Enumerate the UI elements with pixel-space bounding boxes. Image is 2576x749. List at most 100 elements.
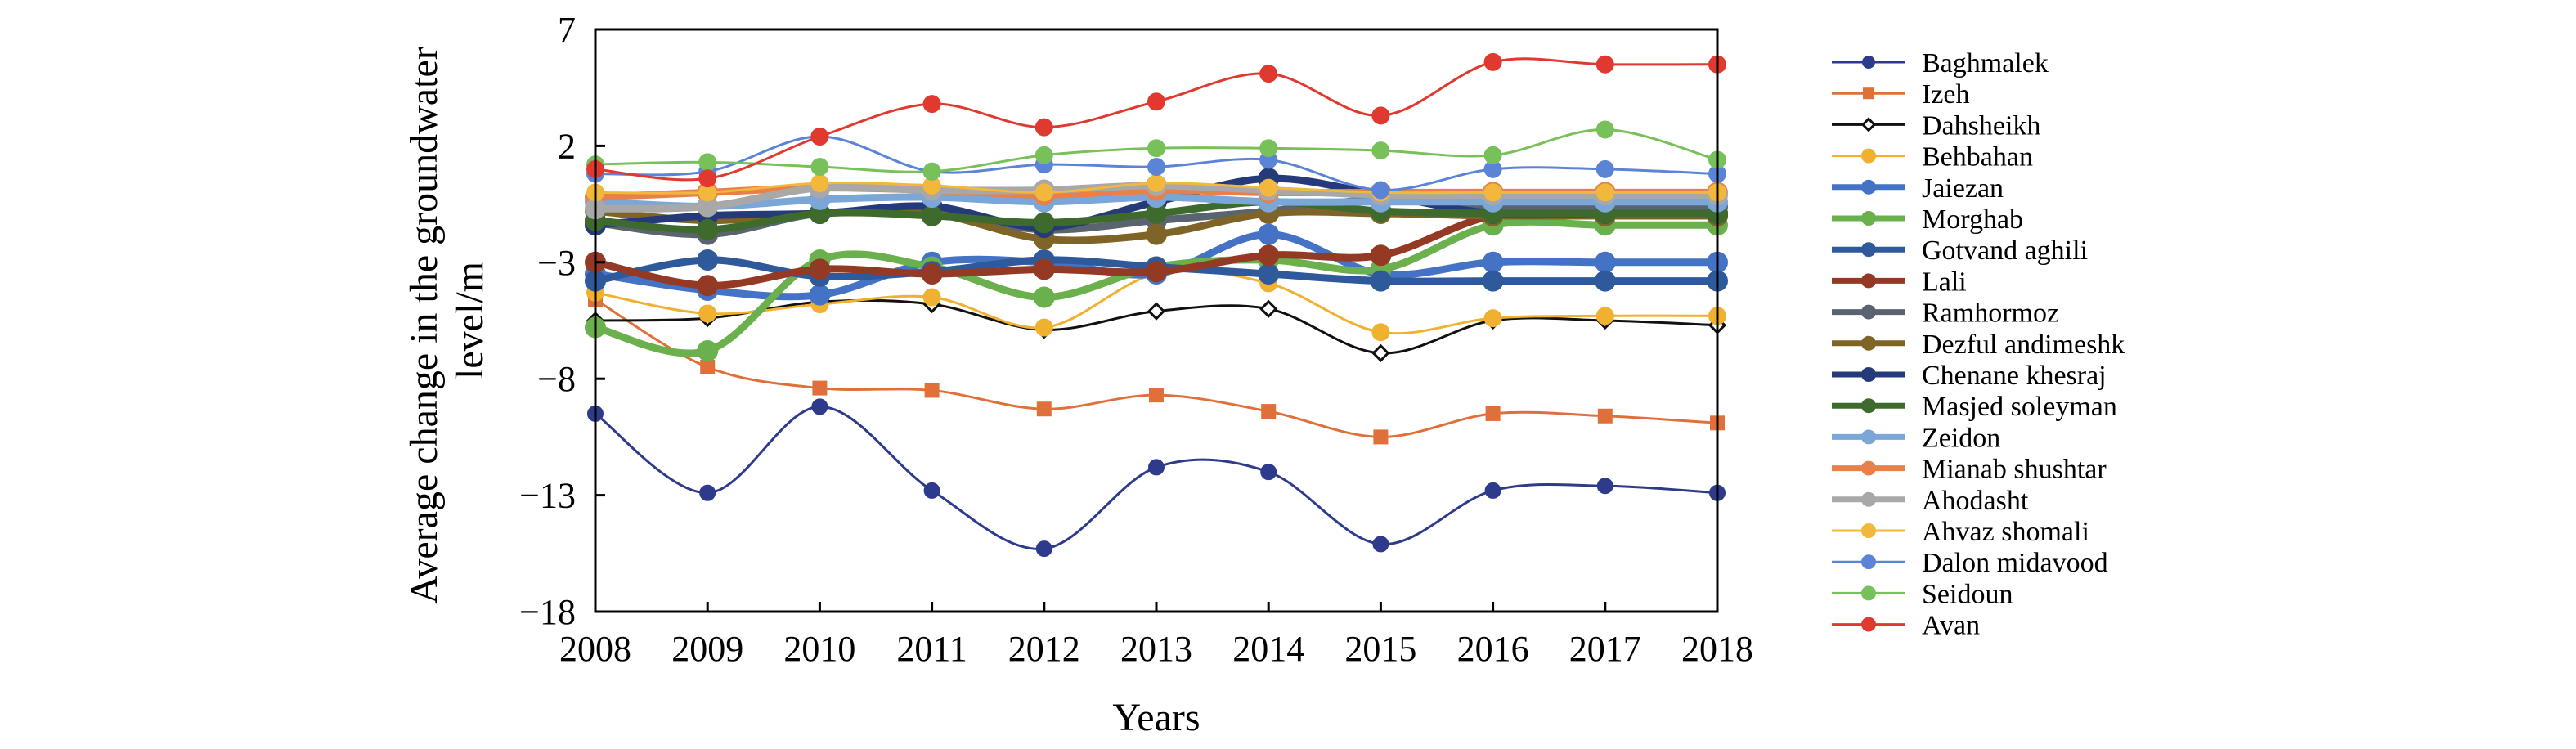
x-tick-label: 2009 (671, 629, 743, 669)
legend-label: Zeidon (1922, 423, 2000, 453)
data-point-lali (1370, 244, 1392, 267)
data-point-jaiezan (1482, 251, 1504, 273)
data-point-ahvaz-shomali (922, 176, 941, 195)
data-point-dalon-midavood (1147, 158, 1165, 177)
legend-swatch-marker (1861, 211, 1876, 226)
legend-swatch-marker (1861, 585, 1876, 601)
data-point-ahvaz-shomali (1595, 183, 1614, 202)
legend-entry-ramhormoz: Ramhormoz (1832, 298, 2059, 329)
data-point-avan (1034, 118, 1053, 137)
data-point-baghmalek (811, 398, 828, 415)
data-point-izeh (1373, 429, 1389, 445)
x-tick-label: 2017 (1569, 629, 1641, 669)
legend-swatch-marker (1861, 398, 1876, 414)
x-tick-label: 2018 (1681, 629, 1753, 669)
data-point-seidoun (810, 158, 829, 177)
x-tick-label: 2010 (783, 629, 855, 669)
legend-entry-avan: Avan (1832, 611, 1980, 641)
legend-label: Masjed soleyman (1922, 392, 2117, 422)
legend-label: Dezful andimeshk (1922, 330, 2125, 360)
data-point-izeh (924, 383, 940, 398)
data-point-avan (698, 169, 717, 188)
data-point-baghmalek (1035, 540, 1052, 558)
legend-swatch-marker (1862, 56, 1875, 69)
legend-label: Gotvand aghili (1922, 235, 2088, 266)
data-point-lali (921, 263, 943, 285)
data-point-dalon-midavood (1595, 159, 1614, 178)
y-axis-title: Average change in the groundwater level/… (402, 37, 491, 603)
data-point-avan (922, 95, 941, 114)
data-point-baghmalek (1484, 482, 1501, 499)
data-point-avan (810, 128, 829, 146)
legend-swatch-marker (1861, 367, 1876, 382)
data-point-jaiezan (1594, 251, 1616, 273)
legend-label: Chenane khesraj (1922, 361, 2107, 391)
data-point-gotvand-aghili (1482, 270, 1504, 292)
y-axis-title-line-2: level/m (448, 262, 491, 379)
legend-entry-zeidon: Zeidon (1832, 423, 2000, 453)
data-point-morghab (697, 340, 719, 362)
legend-swatch-marker (1861, 429, 1876, 445)
legend-entry-gotvand-aghili: Gotvand aghili (1832, 235, 2088, 266)
legend-swatch-marker (1861, 523, 1876, 538)
data-point-seidoun (1147, 139, 1165, 158)
legend-entry-morghab: Morghab (1832, 204, 2023, 235)
legend-label: Dalon midavood (1922, 548, 2108, 578)
data-point-masjed-soleyman (1033, 212, 1055, 234)
data-point-avan (1259, 65, 1278, 83)
x-tick-label: 2015 (1344, 629, 1416, 669)
legend-swatch-marker (1861, 335, 1876, 351)
legend-entry-mianab-shushtar: Mianab shushtar (1832, 455, 2107, 485)
data-point-seidoun (1259, 139, 1278, 158)
data-point-izeh (1261, 404, 1277, 419)
data-point-dahsheikh (1371, 343, 1390, 362)
y-tick-label: −8 (537, 359, 576, 399)
data-point-behbahan (1034, 318, 1053, 337)
data-point-izeh (1597, 408, 1613, 424)
legend-entry-ahvaz-shomali: Ahvaz shomali (1832, 517, 2089, 547)
y-tick-label: 2 (558, 126, 576, 166)
data-point-ahvaz-shomali (1034, 183, 1053, 202)
x-tick-label: 2008 (559, 629, 631, 669)
legend-entry-seidoun: Seidoun (1832, 579, 2013, 609)
legend-entry-lali: Lali (1832, 267, 1967, 297)
series-layer (585, 52, 1728, 558)
legend-swatch-marker (1861, 148, 1876, 164)
legend-label: Morghab (1922, 204, 2023, 235)
data-point-behbahan (922, 288, 941, 307)
data-point-seidoun (1483, 146, 1502, 164)
data-point-gotvand-aghili (1370, 270, 1392, 292)
legend-label: Seidoun (1922, 579, 2013, 609)
series-avan (586, 52, 1726, 188)
x-tick-label: 2014 (1232, 629, 1304, 669)
data-point-lali (1146, 261, 1167, 283)
data-point-dalon-midavood (1371, 181, 1390, 200)
y-tick-label: −18 (519, 592, 576, 632)
data-point-baghmalek (1260, 464, 1277, 481)
legend-entry-jaiezan: Jaiezan (1832, 173, 2004, 204)
legend: BaghmalekIzehDahsheikhBehbahanJaiezanMor… (1832, 48, 2125, 641)
y-tick-label: −3 (537, 243, 576, 283)
legend-entry-chenane-khesraj: Chenane khesraj (1832, 361, 2107, 391)
x-axis-title: Years (1112, 696, 1200, 739)
data-point-izeh (1036, 401, 1052, 417)
y-tick-label: −13 (519, 476, 576, 516)
series-line-baghmalek (594, 405, 1719, 550)
data-point-ahvaz-shomali (1147, 173, 1165, 192)
data-point-seidoun (922, 162, 941, 181)
x-axis: 2008 2009 2010 2011 2012 2013 2014 2015 2016 2017… (559, 602, 1753, 669)
legend-swatch-marker (1861, 617, 1876, 632)
data-point-jaiezan (809, 284, 831, 306)
data-point-seidoun (1034, 146, 1053, 164)
data-point-dezful-andimeshk (1146, 223, 1167, 245)
data-point-seidoun (698, 153, 717, 172)
data-point-morghab (1033, 286, 1055, 308)
data-point-izeh (812, 380, 828, 396)
legend-swatch-marker (1861, 491, 1876, 507)
data-point-ahvaz-shomali (1259, 178, 1278, 197)
legend-entry-dalon-midavood: Dalon midavood (1832, 548, 2108, 578)
x-tick-label: 2013 (1120, 629, 1192, 669)
legend-label: Ramhormoz (1922, 298, 2059, 329)
legend-swatch-marker (1861, 179, 1876, 195)
data-point-dahsheikh (1147, 302, 1166, 321)
